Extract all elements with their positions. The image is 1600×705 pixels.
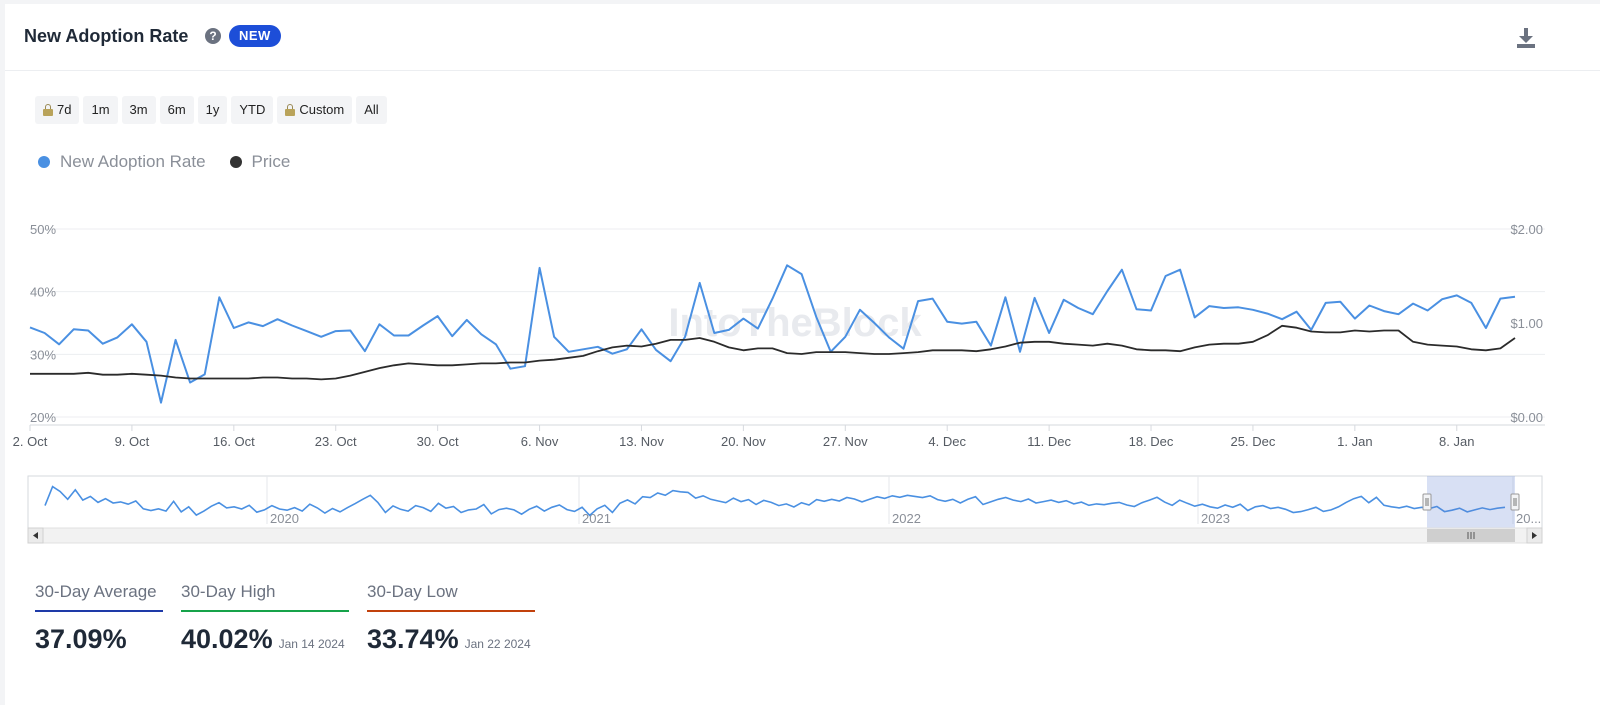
- legend-dot-price: [229, 156, 242, 168]
- navigator-handle[interactable]: [1510, 493, 1520, 511]
- series-line-price[interactable]: [30, 324, 1516, 381]
- x-tick-label: 13. Nov: [619, 434, 664, 449]
- stat-average: 30-Day Average 37.09%: [35, 582, 163, 655]
- arrow-left-icon: [33, 532, 38, 539]
- x-tick-label: 25. Dec: [1231, 434, 1276, 449]
- range-button-3m[interactable]: 3m: [121, 96, 156, 124]
- navigator-label: 2021: [582, 511, 611, 526]
- y-right-tick-label: $0.00: [1510, 410, 1543, 425]
- stat-average-value: 37.09%: [35, 624, 127, 654]
- range-button-ytd[interactable]: YTD: [231, 96, 274, 124]
- y-left-tick-label: 30%: [30, 347, 56, 362]
- range-selector: 7d 1m 3m 6m 1y YTD Custom All: [35, 96, 387, 124]
- y-right-tick-label: $2.00: [1510, 222, 1543, 237]
- range-button-6m[interactable]: 6m: [159, 96, 194, 124]
- y-left-tick-label: 50%: [30, 222, 56, 237]
- y-left-tick-label: 20%: [30, 410, 56, 425]
- range-button-1m[interactable]: 1m: [83, 96, 118, 124]
- x-tick-label: 4. Dec: [928, 434, 966, 449]
- stat-high: 30-Day High 40.02% Jan 14 2024: [181, 582, 349, 655]
- x-tick-label: 9. Oct: [115, 434, 150, 449]
- main-chart[interactable]: 20%30%40%50%$0.00$1.00$2.00IntoTheBlock2…: [5, 204, 1600, 464]
- legend-dot-adoption: [38, 156, 50, 168]
- x-tick-label: 8. Jan: [1439, 434, 1474, 449]
- stat-low-value: 33.74%: [367, 624, 459, 654]
- stat-high-label: 30-Day High: [181, 582, 349, 612]
- range-button-label: YTD: [239, 102, 266, 117]
- navigator-frame: [27, 475, 1543, 529]
- chart-legend: New Adoption Rate Price: [38, 152, 290, 172]
- stats-row: 30-Day Average 37.09% 30-Day High 40.02%…: [35, 582, 535, 655]
- navigator-label: 2020: [270, 511, 299, 526]
- x-tick-label: 16. Oct: [213, 434, 255, 449]
- navigator-label: 2022: [892, 511, 921, 526]
- x-tick-label: 6. Nov: [521, 434, 559, 449]
- x-tick-label: 20. Nov: [721, 434, 766, 449]
- navigator-selection[interactable]: [1427, 476, 1515, 528]
- range-button-label: 1y: [205, 102, 220, 117]
- stat-low: 30-Day Low 33.74% Jan 22 2024: [367, 582, 535, 655]
- series-line-adoption[interactable]: [29, 264, 1516, 404]
- arrow-right-icon: [1532, 532, 1537, 539]
- legend-label-price: Price: [251, 152, 291, 171]
- navigator-label: 2023: [1201, 511, 1230, 526]
- stat-high-date: Jan 14 2024: [278, 637, 345, 651]
- new-badge: NEW: [229, 25, 281, 47]
- range-button-label: Custom: [299, 102, 345, 117]
- legend-item-price[interactable]: Price: [229, 152, 291, 172]
- range-button-1y[interactable]: 1y: [197, 96, 228, 124]
- legend-item-adoption[interactable]: New Adoption Rate: [38, 152, 206, 172]
- x-tick-label: 27. Nov: [823, 434, 868, 449]
- stat-average-label: 30-Day Average: [35, 582, 163, 612]
- x-tick-label: 11. Dec: [1027, 434, 1071, 449]
- stat-high-value: 40.02%: [181, 624, 273, 654]
- navigator[interactable]: 2020 2021 2022 2023 20...: [5, 474, 1600, 544]
- range-button-all[interactable]: All: [356, 96, 387, 124]
- card-header: New Adoption Rate ? NEW: [5, 4, 1600, 71]
- x-tick-label: 30. Oct: [417, 434, 459, 449]
- x-tick-label: 1. Jan: [1337, 434, 1372, 449]
- range-button-label: 7d: [57, 102, 72, 117]
- stat-low-label: 30-Day Low: [367, 582, 535, 612]
- navigator-handle[interactable]: [1422, 493, 1432, 511]
- lock-icon: [285, 104, 296, 116]
- x-tick-label: 2. Oct: [13, 434, 48, 449]
- x-tick-label: 23. Oct: [315, 434, 357, 449]
- question-circle-icon[interactable]: ?: [205, 28, 221, 44]
- y-left-tick-label: 40%: [30, 285, 56, 300]
- legend-label-adoption: New Adoption Rate: [60, 152, 206, 171]
- range-button-label: 3m: [129, 102, 148, 117]
- range-button-7d[interactable]: 7d: [35, 96, 80, 124]
- range-button-label: 6m: [167, 102, 186, 117]
- range-button-label: All: [364, 102, 379, 117]
- x-tick-label: 18. Dec: [1129, 434, 1174, 449]
- chart-title: New Adoption Rate: [24, 26, 189, 46]
- navigator-label: 20...: [1516, 511, 1541, 526]
- chart-card: New Adoption Rate ? NEW 7d 1m 3m 6m 1y YTD Cus…: [5, 4, 1600, 705]
- range-button-custom[interactable]: Custom: [277, 96, 353, 124]
- navigator-series: [44, 485, 1506, 517]
- range-button-label: 1m: [91, 102, 110, 117]
- stat-low-date: Jan 22 2024: [464, 637, 531, 651]
- scrollbar-track[interactable]: [27, 527, 1543, 544]
- lock-icon: [43, 104, 53, 116]
- y-right-tick-label: $1.00: [1510, 316, 1543, 331]
- download-icon[interactable]: [1515, 26, 1537, 50]
